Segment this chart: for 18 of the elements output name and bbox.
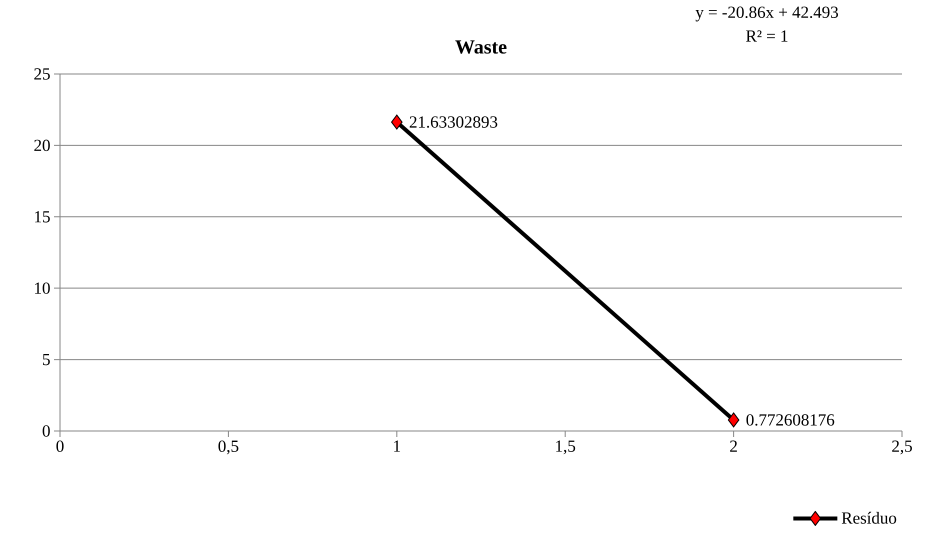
- x-tick-label: 0,5: [218, 440, 238, 454]
- chart-title: Waste: [455, 40, 507, 54]
- x-tick-label: 2,5: [892, 440, 912, 454]
- x-tick-label: 0: [56, 440, 64, 452]
- text: R² = 1: [746, 30, 788, 42]
- y-tick-label: 20: [34, 140, 50, 152]
- y-tick-label: 10: [35, 282, 50, 294]
- y-tick-label: 15: [35, 211, 50, 222]
- y-tick-label: 25: [34, 68, 50, 80]
- data-label: 0.772608176: [746, 414, 834, 426]
- y-tick-label: 0: [42, 425, 50, 437]
- x-tick-label: 1: [394, 440, 400, 452]
- legend-label: Resíduo: [842, 512, 896, 524]
- data-label: 21.63302893: [410, 116, 498, 128]
- y-tick-label: 5: [43, 354, 50, 366]
- x-tick-label: 2: [730, 440, 737, 452]
- x-tick-label: 1,5: [556, 440, 576, 454]
- text: y = -20.86x + 42.493: [696, 6, 838, 22]
